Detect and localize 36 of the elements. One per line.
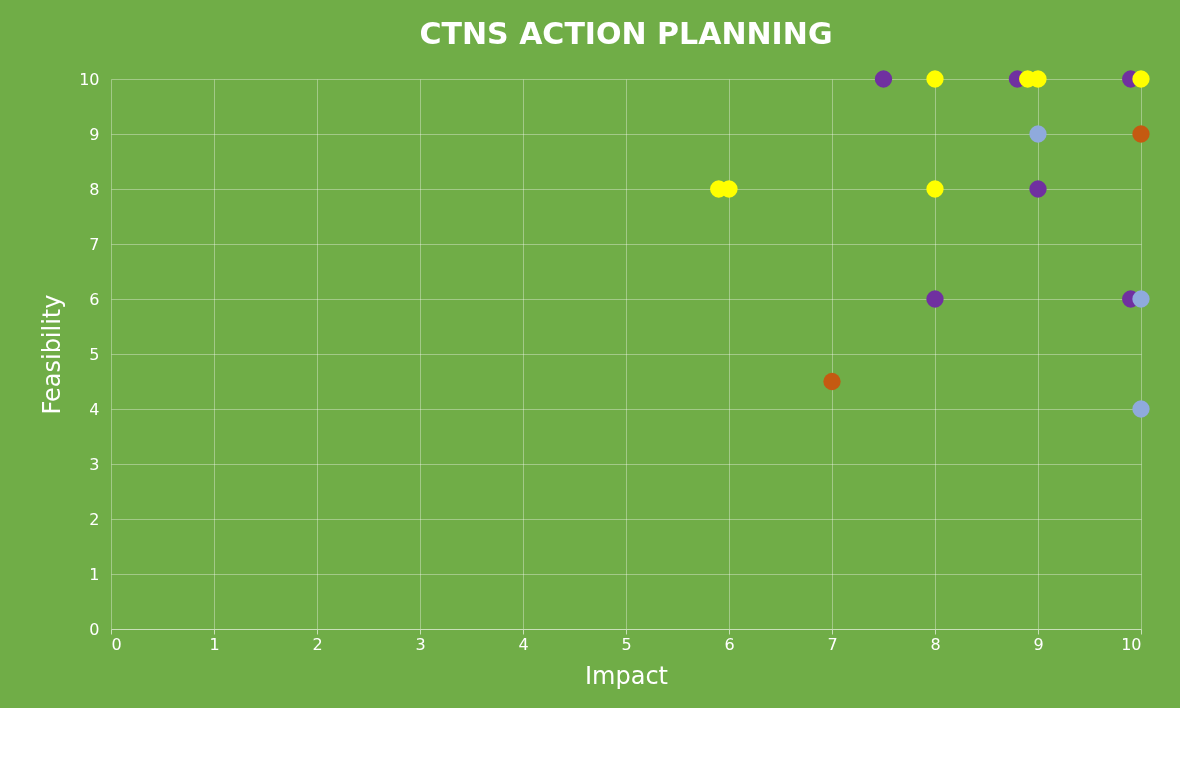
y-axis-title: Feasibility: [38, 294, 67, 415]
point: [823, 372, 841, 391]
point: [874, 70, 893, 88]
x-tick-label: 10: [1121, 634, 1142, 654]
point: [1132, 125, 1150, 143]
x-tick-label: 1: [209, 634, 220, 654]
point: [1132, 400, 1150, 418]
point: [926, 70, 944, 88]
y-tick-label: 9: [89, 124, 100, 144]
y-tick-label: 3: [89, 454, 100, 474]
x-tick-label: 6: [724, 634, 735, 654]
x-tick-label: 8: [930, 634, 941, 654]
x-tick-label: 3: [415, 634, 426, 654]
point: [926, 290, 944, 308]
point: [1132, 70, 1150, 88]
y-tick-label: 6: [89, 289, 100, 309]
x-tick-label: 2: [312, 634, 323, 654]
chart-title: CTNS ACTION PLANNING: [419, 16, 833, 52]
y-tick-label: 7: [89, 234, 100, 254]
y-tick-label: 1: [89, 564, 100, 584]
point: [1132, 290, 1150, 308]
x-tick-label: 7: [827, 634, 838, 654]
x-tick-label: 9: [1033, 634, 1044, 654]
x-tick-label: 4: [518, 634, 529, 654]
x-axis-title: Impact: [584, 661, 669, 690]
point: [926, 180, 944, 198]
point: [1029, 125, 1047, 143]
y-tick-label: 10: [79, 69, 100, 89]
y-tick-label: 5: [89, 344, 100, 364]
point: [1029, 180, 1047, 198]
y-tick-label: 8: [89, 179, 100, 199]
y-tick-label: 2: [89, 509, 100, 529]
x-tick-label: 0: [111, 634, 122, 654]
y-tick-label: 4: [89, 399, 100, 419]
y-tick-label: 0: [89, 619, 100, 639]
x-tick-label: 5: [621, 634, 632, 654]
